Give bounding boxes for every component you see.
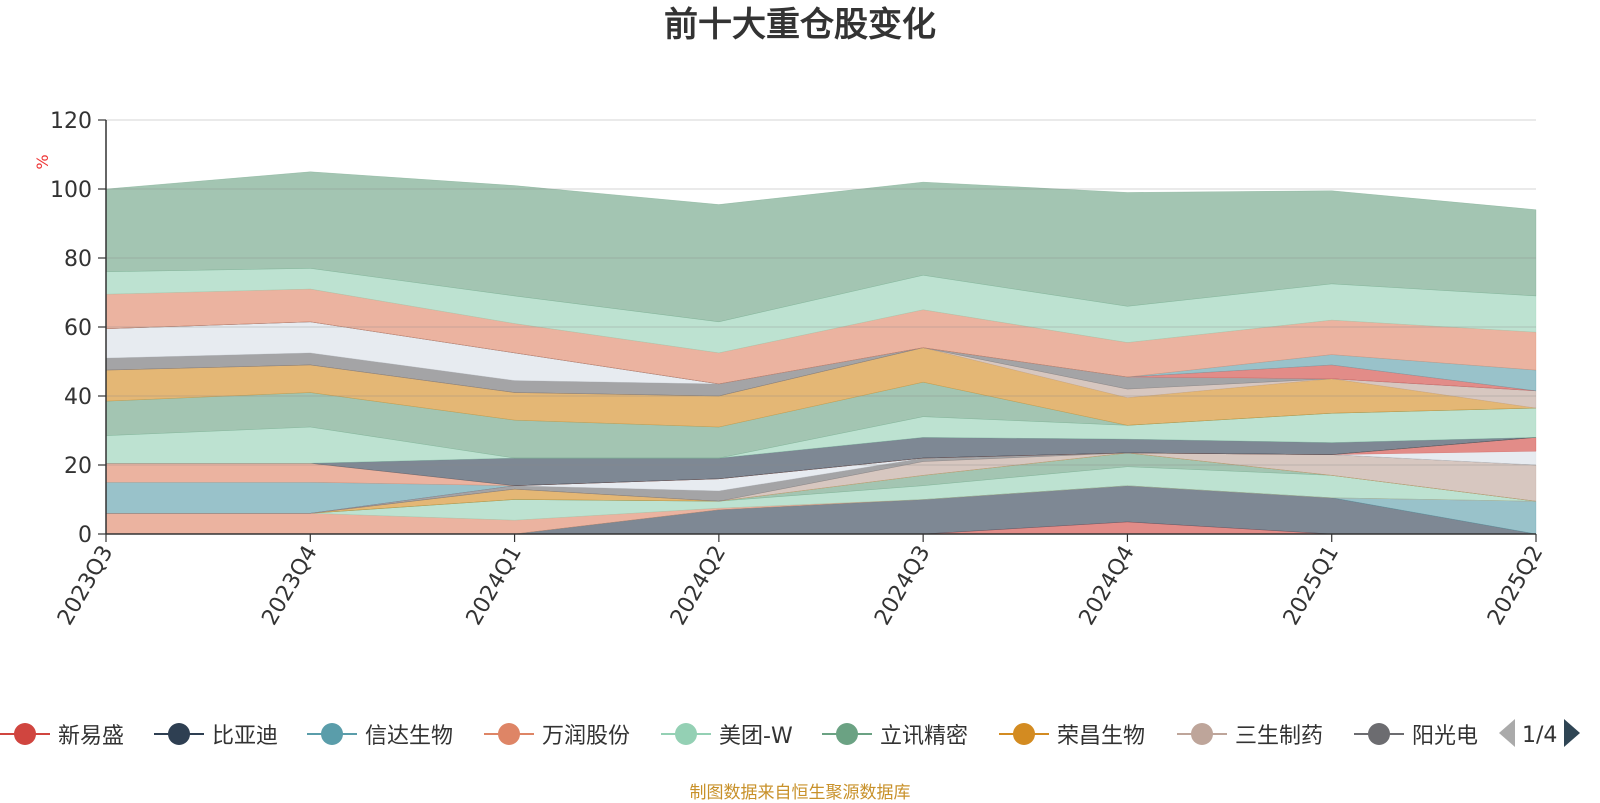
chart-canvas: 前十大重仓股变化 % 0 20 40 60 80 100 120 2023Q3 2023Q4 20…	[33, 5, 1548, 630]
x-tick-label: 2024Q2	[666, 542, 731, 630]
legend-item[interactable]: 荣昌生物	[999, 716, 1145, 752]
y-axis-unit: %	[33, 154, 52, 169]
legend-marker-icon	[999, 723, 1049, 745]
legend-marker-icon	[1177, 723, 1227, 745]
legend-label: 美团-W	[719, 724, 793, 749]
legend-marker-icon	[0, 723, 50, 745]
legend-item[interactable]: 比亚迪	[154, 716, 278, 752]
y-tick-label: 100	[50, 178, 92, 203]
legend-label: 万润股份	[542, 724, 631, 749]
grid-lines	[106, 119, 1536, 466]
x-tick-label: 2023Q4	[257, 542, 322, 630]
chart-title: 前十大重仓股变化	[664, 5, 936, 45]
legend-marker-icon	[154, 723, 204, 745]
x-tick-label: 2024Q4	[1075, 542, 1140, 630]
x-tick-label: 2025Q1	[1279, 542, 1344, 630]
x-tick-label: 2024Q1	[462, 542, 527, 630]
legend-label: 三生制药	[1235, 724, 1324, 749]
legend-prev-icon[interactable]	[1498, 718, 1516, 752]
area-series-group	[105, 171, 1537, 535]
legend-marker-icon	[1354, 723, 1404, 745]
legend-item[interactable]: 三生制药	[1177, 716, 1323, 752]
x-tick-label: 2024Q3	[870, 542, 935, 630]
legend-marker-icon	[661, 723, 711, 745]
legend-page-indicator: 1/4	[1522, 722, 1558, 748]
x-tick-label: 2025Q2	[1483, 542, 1548, 630]
legend-item[interactable]: 信达生物	[307, 716, 453, 752]
y-tick-label: 120	[50, 109, 92, 134]
x-tick-label: 2023Q3	[53, 542, 118, 630]
legend-label: 比亚迪	[212, 724, 279, 749]
legend-item[interactable]: 立讯精密	[822, 716, 968, 752]
legend-item[interactable]: 美团-W	[661, 716, 793, 752]
legend-marker-icon	[307, 723, 357, 745]
legend-item[interactable]: 新易盛	[0, 716, 124, 752]
y-tick-label: 20	[64, 454, 92, 479]
legend-label: 新易盛	[58, 724, 125, 749]
y-tick-label: 80	[64, 247, 92, 272]
area-series-25	[105, 171, 1537, 323]
legend-marker-icon	[822, 723, 872, 745]
source-note: 制图数据来自恒生聚源数据库	[689, 783, 911, 803]
legend-label: 荣昌生物	[1057, 724, 1146, 749]
legend-pager: 1/4	[1498, 718, 1581, 752]
y-tick-label: 0	[78, 523, 92, 548]
legend-label: 信达生物	[365, 724, 454, 749]
legend-label: 立讯精密	[880, 724, 969, 749]
legend-next-icon[interactable]	[1563, 718, 1581, 752]
legend-marker-icon	[484, 723, 534, 745]
legend-label: 阳光电	[1412, 724, 1479, 749]
legend: 新易盛 比亚迪 信达生物 万润股份 美团-W 立讯精密 荣昌生物 三生制药 阳光电	[0, 716, 1600, 752]
y-tick-label: 40	[64, 385, 92, 410]
legend-item[interactable]: 阳光电	[1354, 716, 1478, 752]
legend-item[interactable]: 万润股份	[484, 716, 630, 752]
y-tick-label: 60	[64, 316, 92, 341]
